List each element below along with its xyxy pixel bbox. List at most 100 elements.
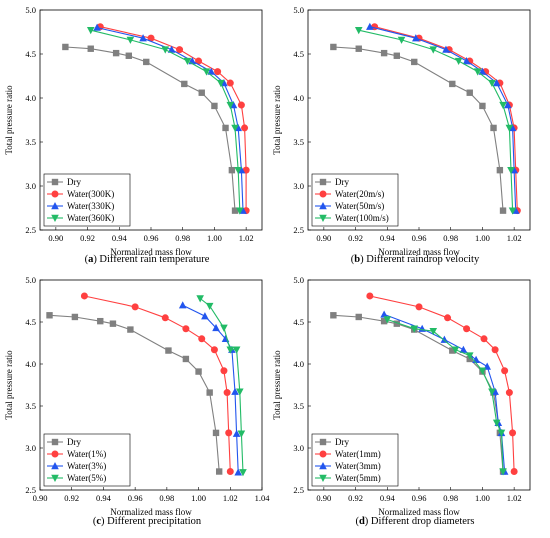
data-point <box>131 303 139 311</box>
panel-caption: (d) Different drop diameters <box>355 516 474 527</box>
legend-marker <box>51 178 59 186</box>
data-point <box>383 316 392 324</box>
series-line-2 <box>182 304 239 473</box>
data-point <box>211 102 218 110</box>
series-line-3 <box>90 29 241 211</box>
y-tick-label: 3.0 <box>293 181 304 191</box>
y-axis-title: Total pressure ratio <box>272 85 282 155</box>
x-tick-label: 0.98 <box>443 493 458 503</box>
data-point <box>492 419 501 427</box>
data-point <box>488 388 496 396</box>
data-point <box>366 22 374 30</box>
legend-label: Water(330K) <box>67 201 114 211</box>
data-point <box>143 58 150 66</box>
y-tick-label: 4.5 <box>293 49 304 59</box>
legend-box <box>311 433 399 487</box>
data-point <box>504 101 512 109</box>
data-point <box>237 430 246 438</box>
data-point <box>198 89 205 96</box>
data-point <box>499 468 507 476</box>
data-point <box>178 301 187 309</box>
series-line-1 <box>84 295 231 472</box>
data-point <box>87 45 94 52</box>
data-point <box>86 27 95 35</box>
data-point <box>231 124 239 132</box>
x-tick-label: 1.00 <box>475 493 490 503</box>
y-tick-label: 3.0 <box>293 443 304 453</box>
x-tick-label: 0.92 <box>80 233 95 243</box>
data-point <box>232 346 241 354</box>
y-tick-label: 4.0 <box>25 359 36 369</box>
legend-label: Water(100m/s) <box>335 213 389 223</box>
panel-caption: (a) Different rain temperature <box>85 254 210 265</box>
y-tick-label: 3.0 <box>25 181 36 191</box>
data-point <box>196 295 204 303</box>
data-point <box>508 207 517 215</box>
data-point <box>234 468 243 476</box>
x-tick-label: 1.00 <box>207 233 222 243</box>
data-point <box>410 325 419 333</box>
series-line-2 <box>369 26 517 211</box>
legend-marker <box>319 438 327 446</box>
data-point <box>440 335 449 343</box>
data-point <box>355 313 362 321</box>
chart-panel-a: 0.90 0.92 0.94 0.96 0.98 1.00 1.02 2.5 3.0 3.5 4.0… <box>4 5 263 265</box>
data-point <box>463 325 471 333</box>
data-point <box>236 388 244 396</box>
x-tick-label: 0.94 <box>96 493 112 503</box>
data-point <box>80 292 88 300</box>
legend-label: Water(3mm) <box>335 461 381 471</box>
data-point <box>71 313 79 321</box>
data-point <box>465 352 474 360</box>
y-tick-label: 3.5 <box>25 401 36 411</box>
x-tick-label: 0.96 <box>128 493 143 503</box>
data-point <box>125 52 132 59</box>
y-tick-label: 4.0 <box>293 93 304 103</box>
data-point <box>232 429 241 437</box>
data-point <box>499 207 507 214</box>
data-point <box>380 49 388 57</box>
x-tick-label: 0.92 <box>64 493 79 503</box>
legend-marker <box>51 202 59 210</box>
legend-box <box>43 173 131 227</box>
data-point <box>198 335 206 343</box>
legend-box <box>43 433 131 487</box>
legend-label: Dry <box>67 437 81 447</box>
data-point <box>182 325 190 333</box>
legend-box <box>311 173 399 227</box>
legend-label: Water(5%) <box>67 473 106 483</box>
data-point <box>449 80 456 88</box>
data-point <box>147 34 155 42</box>
data-point <box>176 46 184 54</box>
legend-marker <box>51 450 59 458</box>
legend-label: Water(20m/s) <box>335 189 384 199</box>
y-tick-label: 4.5 <box>293 317 304 327</box>
legend-label: Dry <box>335 437 349 447</box>
data-point <box>195 57 203 65</box>
y-tick-label: 2.5 <box>293 485 304 495</box>
x-tick-label: 0.90 <box>48 233 63 243</box>
data-point <box>429 46 438 54</box>
data-point <box>210 346 218 354</box>
data-point <box>93 23 101 31</box>
data-point <box>214 68 222 76</box>
data-point <box>415 303 423 311</box>
data-point <box>165 347 172 354</box>
x-tick-label: 1.00 <box>191 493 206 503</box>
x-tick-label: 0.98 <box>443 233 458 243</box>
y-tick-label: 5.0 <box>25 275 36 285</box>
data-point <box>444 314 452 322</box>
data-point <box>449 347 456 354</box>
data-point <box>46 312 53 319</box>
data-point <box>478 67 487 75</box>
data-point <box>167 45 176 53</box>
y-tick-label: 4.0 <box>293 359 304 369</box>
legend-label: Water(5mm) <box>335 473 381 483</box>
x-tick-label: 1.02 <box>223 493 238 503</box>
data-point <box>354 27 363 35</box>
legend-label: Dry <box>335 177 349 187</box>
y-tick-label: 3.5 <box>293 401 304 411</box>
legend-label: Water(360K) <box>67 213 114 223</box>
y-tick-label: 4.5 <box>25 317 36 327</box>
x-axis-title: Normalized mass flow <box>378 247 460 257</box>
